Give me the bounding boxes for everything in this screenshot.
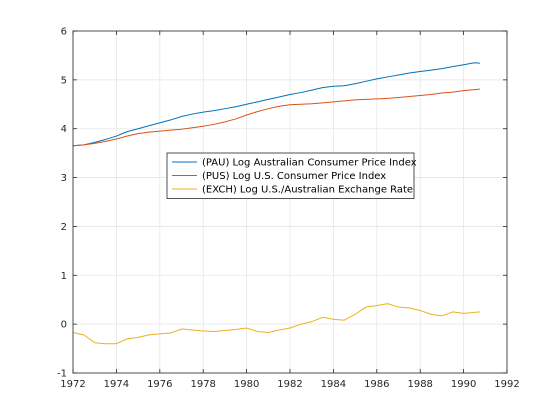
- y-tick-label: 3: [61, 173, 67, 184]
- x-tick-label: 1992: [494, 379, 519, 390]
- y-tick-label: 5: [61, 75, 67, 86]
- series-layer: [72, 62, 480, 345]
- x-tick-label: 1982: [277, 379, 302, 390]
- legend-item: (PAU) Log Australian Consumer Price Inde…: [172, 158, 417, 169]
- x-tick-label: 1990: [451, 379, 476, 390]
- y-tick-label: 4: [61, 124, 67, 135]
- series-line-3: [72, 303, 480, 345]
- y-tick-label: 2: [61, 222, 67, 233]
- y-tick-label: -1: [57, 369, 67, 380]
- legend-label: (PAU) Log Australian Consumer Price Inde…: [202, 158, 417, 169]
- y-tick-label: 6: [61, 27, 67, 38]
- axes: 1972 1974 1976 1978 1980 1982 1984 1986 1988 1990…: [57, 27, 520, 391]
- legend-label: (PUS) Log U.S. Consumer Price Index: [202, 171, 386, 182]
- legend-item: (PUS) Log U.S. Consumer Price Index: [172, 171, 386, 182]
- x-tick-label: 1972: [60, 379, 85, 390]
- y-tick-label: 0: [61, 320, 67, 331]
- y-tick-label: 1: [61, 271, 67, 282]
- legend-label: (EXCH) Log U.S./Australian Exchange Rate: [202, 185, 413, 196]
- x-tick-label: 1974: [104, 379, 129, 390]
- x-tick-label: 1978: [190, 379, 215, 390]
- x-tick-label: 1980: [234, 379, 259, 390]
- x-tick-label: 1984: [321, 379, 346, 390]
- legend: (PAU) Log Australian Consumer Price Inde…: [166, 152, 417, 199]
- x-tick-label: 1976: [147, 379, 172, 390]
- series-line-2: [72, 88, 480, 147]
- series-line-1: [72, 62, 480, 147]
- x-tick-label: 1986: [364, 379, 389, 390]
- legend-item: (EXCH) Log U.S./Australian Exchange Rate: [172, 185, 413, 196]
- x-tick-label: 1988: [407, 379, 432, 390]
- legend-box: [166, 152, 415, 199]
